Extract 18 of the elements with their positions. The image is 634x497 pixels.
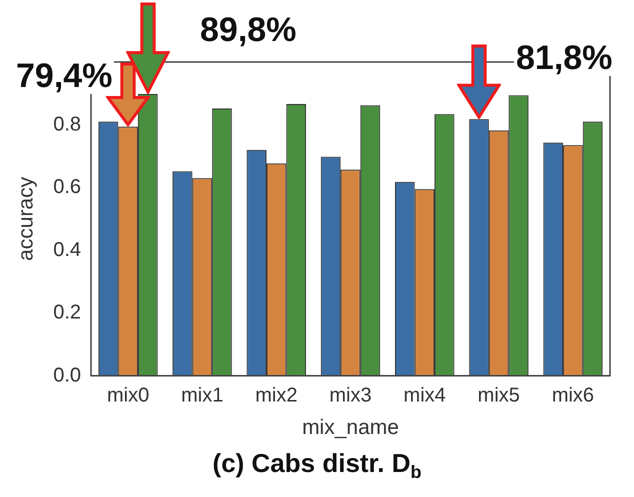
y-tick-label: 0.0 [53,364,82,386]
text: 89,8% [198,11,298,49]
y-tick-label: 0.4 [53,238,82,261]
text: (c) Cabs distr. D$_{b}$ [212,448,422,484]
x-tick-label: mix1 [181,384,224,406]
x-tick-label: mix3 [329,384,372,406]
x-tick-label: mix6 [552,384,594,406]
x-tick-label: mix4 [404,384,446,406]
y-tick-label: 0.8 [53,113,82,136]
x-axis-title: mix_name [302,416,399,440]
x-tick-label: mix0 [106,384,150,406]
y-tick-label: 0.6 [53,176,82,198]
x-tick-label: mix5 [478,384,520,406]
x-tick-label: mix2 [255,384,298,406]
annotation: 81,8% [514,39,614,77]
y-tick-label: 0.2 [53,302,82,324]
y-axis-title: accuracy [14,176,38,261]
annotation: 79,4% [14,57,114,95]
